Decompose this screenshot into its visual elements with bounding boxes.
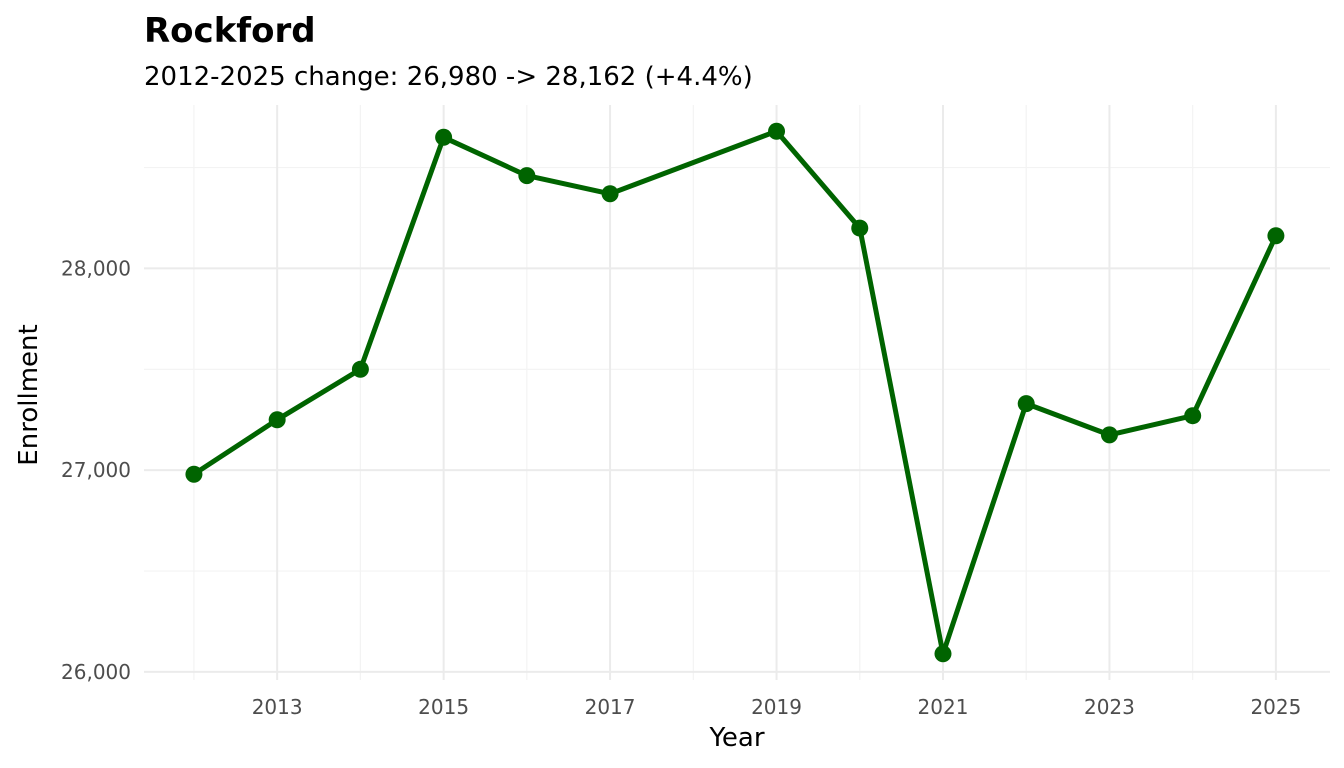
data-point	[851, 219, 869, 237]
y-axis-title: Enrollment	[14, 324, 44, 465]
y-tick-label: 26,000	[61, 660, 131, 684]
data-point	[934, 645, 952, 663]
data-point	[601, 185, 619, 203]
data-point	[268, 411, 286, 429]
data-point	[1100, 426, 1118, 444]
x-tick-label: 2013	[252, 695, 303, 719]
x-axis-title: Year	[708, 723, 764, 753]
data-point	[1184, 407, 1202, 425]
x-tick-label: 2021	[918, 695, 969, 719]
x-tick-label: 2019	[751, 695, 802, 719]
grid	[144, 105, 1330, 680]
data-point	[1267, 227, 1285, 245]
x-tick-label: 2025	[1250, 695, 1301, 719]
data-points-group	[185, 122, 1285, 663]
data-point	[435, 128, 453, 146]
data-point	[768, 122, 786, 140]
data-point	[518, 167, 536, 185]
data-point	[1017, 395, 1035, 413]
data-point	[185, 465, 203, 483]
x-tick-label: 2017	[585, 695, 636, 719]
x-tick-label: 2015	[418, 695, 469, 719]
x-axis: 2013 2015 2017 2019 2021 2023 2025	[252, 695, 1302, 719]
series-line-group	[191, 128, 1279, 657]
y-axis: 26,000 27,000 28,000	[61, 256, 131, 684]
y-tick-label: 27,000	[61, 458, 131, 482]
x-tick-label: 2023	[1084, 695, 1135, 719]
data-point	[351, 360, 369, 378]
y-tick-label: 28,000	[61, 256, 131, 280]
series-line	[191, 128, 1279, 657]
chart-title: Rockford	[144, 11, 316, 51]
chart-subtitle: 2012-2025 change: 26,980 -> 28,162 (+4.4…	[144, 62, 753, 92]
